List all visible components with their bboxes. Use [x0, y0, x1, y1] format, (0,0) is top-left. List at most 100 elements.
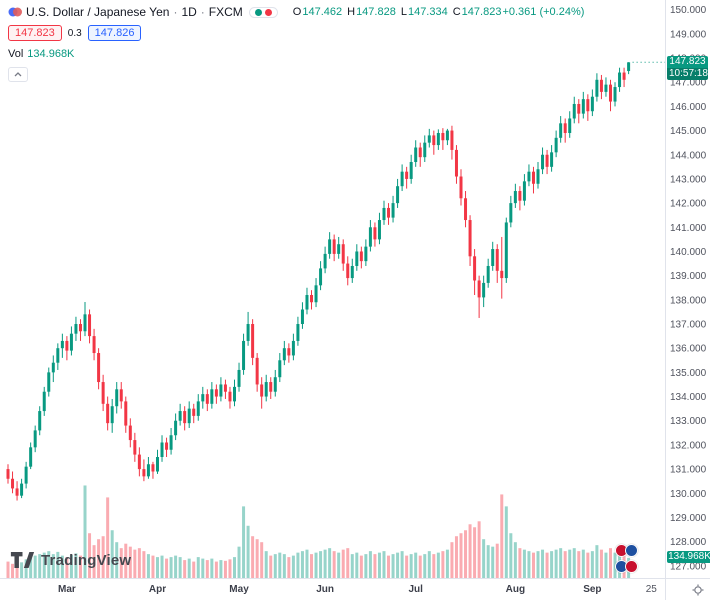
candle-body [618, 72, 622, 88]
volume-bar [128, 546, 132, 578]
volume-bar [291, 555, 295, 578]
candle-body [486, 265, 490, 283]
time-axis-label: 25 [646, 584, 658, 595]
volume-bar [29, 557, 33, 578]
candle-body [305, 294, 309, 310]
candle-body [627, 62, 631, 72]
candle-body [509, 203, 513, 223]
volume-bar [513, 542, 517, 578]
candle-body [595, 79, 599, 97]
volume-bar [42, 552, 46, 578]
candle-body [110, 406, 114, 424]
legend-separator: · [173, 5, 178, 19]
candle-body [146, 464, 150, 477]
economic-event-marker[interactable] [615, 544, 638, 557]
volume-bar [155, 557, 159, 578]
price-axis-label: 137.000 [670, 320, 707, 331]
candle-body [24, 466, 28, 484]
candle-body [568, 118, 572, 133]
candle-body [278, 360, 282, 378]
time-axis[interactable]: Mar Apr May Jun Jul Aug Sep 25 [58, 584, 657, 595]
candle-body [541, 154, 545, 170]
candle-body [137, 454, 141, 470]
axis-settings-button[interactable] [692, 583, 704, 600]
volume-bar [418, 555, 422, 578]
volume-bar [219, 560, 223, 578]
candle-body [604, 84, 608, 92]
volume-bar [178, 557, 182, 578]
last-price-badge: 147.823 10:57:18 [667, 55, 708, 80]
price-axis-label: 133.000 [670, 416, 707, 427]
candle-body [504, 222, 508, 279]
candle-body [106, 403, 110, 424]
sell-button[interactable]: 147.823 [8, 25, 62, 41]
menu-dot-icon [264, 8, 272, 16]
candle-body [314, 285, 318, 303]
volume-bar [51, 554, 55, 578]
price-axis[interactable]: 150.000149.000148.000147.000146.000145.0… [670, 5, 707, 572]
volume-bar [174, 555, 178, 578]
candle-body [536, 169, 540, 184]
candle-body [296, 324, 300, 341]
volume-bar [115, 542, 119, 578]
time-axis-label: Jun [316, 584, 334, 595]
chevron-up-icon [14, 72, 22, 77]
volume-bar [83, 485, 87, 578]
exchange-label[interactable]: FXCM [208, 5, 243, 19]
volume-bar [251, 536, 255, 578]
volume-bar [450, 542, 454, 578]
economic-event-marker[interactable] [615, 560, 638, 573]
symbol-title[interactable]: U.S. Dollar / Japanese Yen [26, 5, 170, 19]
volume-label[interactable]: Vol [8, 48, 24, 60]
candle-body [269, 382, 273, 392]
timeframe-label[interactable]: 1D [181, 5, 197, 19]
candle-body [405, 171, 409, 179]
volume-bar [20, 562, 24, 578]
candle-body [513, 191, 517, 204]
collapse-legend-button[interactable] [8, 67, 28, 82]
time-axis-label: May [229, 584, 249, 595]
price-axis-label: 145.000 [670, 126, 707, 137]
candle-body [273, 377, 277, 392]
volume-bar [146, 554, 150, 578]
candle-body [518, 191, 522, 201]
volume-bar [441, 551, 445, 578]
volume-bar [47, 551, 51, 578]
volume-bar [323, 549, 327, 578]
candle-body [373, 227, 377, 240]
candle-body [368, 227, 372, 247]
volume-bar [278, 552, 282, 578]
candle-body [608, 84, 612, 102]
legend-status-pill[interactable] [248, 6, 278, 18]
candle-body [142, 469, 146, 477]
candle-body [613, 87, 617, 102]
volume-bar [464, 530, 468, 578]
volume-bar [15, 558, 19, 578]
volume-bar [572, 548, 576, 578]
open-value: 147.462 [302, 6, 343, 18]
candle-body [355, 251, 359, 266]
candle-body [196, 401, 200, 416]
price-axis-label: 136.000 [670, 344, 707, 355]
volume-bar [527, 551, 531, 578]
volume-bar [432, 554, 436, 578]
volume-bar [300, 551, 304, 578]
volume-bar [296, 552, 300, 578]
candle-body [387, 207, 391, 218]
volume-bar [599, 549, 603, 578]
price-axis-label: 147.000 [670, 78, 707, 89]
volume-bar [228, 559, 232, 578]
candle-body [599, 79, 603, 92]
volume-bar [332, 551, 336, 578]
close-label: C [452, 6, 461, 18]
tradingview-logo[interactable]: TradingView [10, 551, 131, 569]
candle-body [260, 384, 264, 397]
price-axis-label: 130.000 [670, 489, 707, 500]
volume-bar [577, 551, 581, 578]
buy-button[interactable]: 147.826 [87, 25, 142, 41]
candle-body [165, 442, 169, 450]
candle-body [622, 72, 626, 80]
candle-body [174, 420, 178, 436]
volume-bar [11, 563, 15, 578]
